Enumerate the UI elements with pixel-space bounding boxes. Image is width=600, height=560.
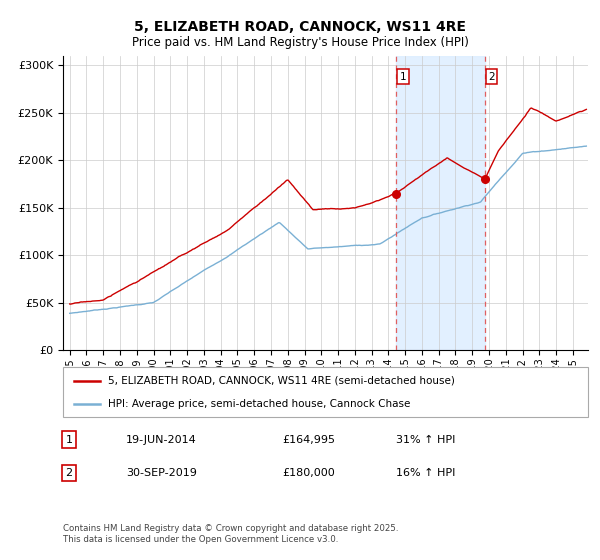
Text: Price paid vs. HM Land Registry's House Price Index (HPI): Price paid vs. HM Land Registry's House … — [131, 36, 469, 49]
FancyBboxPatch shape — [63, 367, 588, 417]
Text: 5, ELIZABETH ROAD, CANNOCK, WS11 4RE: 5, ELIZABETH ROAD, CANNOCK, WS11 4RE — [134, 20, 466, 34]
Text: 31% ↑ HPI: 31% ↑ HPI — [396, 435, 455, 445]
Text: Contains HM Land Registry data © Crown copyright and database right 2025.
This d: Contains HM Land Registry data © Crown c… — [63, 524, 398, 544]
Text: 19-JUN-2014: 19-JUN-2014 — [126, 435, 197, 445]
Text: 5, ELIZABETH ROAD, CANNOCK, WS11 4RE (semi-detached house): 5, ELIZABETH ROAD, CANNOCK, WS11 4RE (se… — [107, 376, 455, 386]
Text: 2: 2 — [65, 468, 73, 478]
Text: 16% ↑ HPI: 16% ↑ HPI — [396, 468, 455, 478]
Text: HPI: Average price, semi-detached house, Cannock Chase: HPI: Average price, semi-detached house,… — [107, 399, 410, 409]
Text: £180,000: £180,000 — [282, 468, 335, 478]
Bar — [396, 56, 485, 350]
Text: £164,995: £164,995 — [282, 435, 335, 445]
Text: 1: 1 — [65, 435, 73, 445]
Text: 2: 2 — [488, 72, 495, 82]
Text: 30-SEP-2019: 30-SEP-2019 — [126, 468, 197, 478]
Text: 1: 1 — [400, 72, 406, 82]
